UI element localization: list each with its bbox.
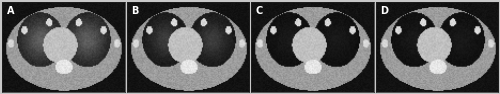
Text: B: B xyxy=(132,6,139,16)
Text: C: C xyxy=(256,6,263,16)
Text: D: D xyxy=(380,6,388,16)
Text: A: A xyxy=(7,6,14,16)
